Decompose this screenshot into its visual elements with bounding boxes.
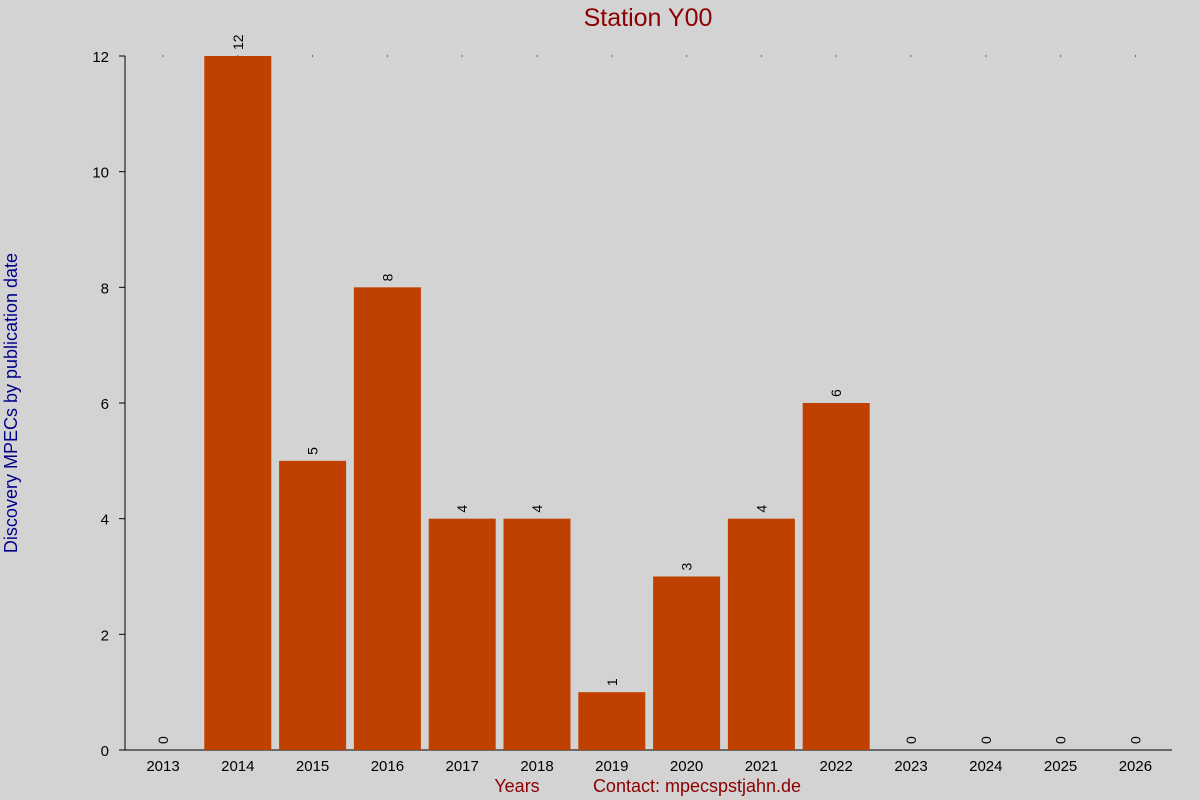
- y-tick-label: 2: [101, 627, 109, 644]
- bar-2019: [578, 692, 646, 750]
- x-tick-label: 2018: [520, 758, 553, 775]
- bar-2020: [653, 576, 721, 750]
- bar-2021: [727, 518, 795, 750]
- bar-2015: [279, 460, 347, 750]
- top-tick-dot: [985, 55, 987, 57]
- y-tick-label: 12: [92, 49, 109, 66]
- top-tick-dot: [835, 55, 837, 57]
- bar-2017: [428, 518, 496, 750]
- top-tick-dot: [386, 55, 388, 57]
- bar-value-label: 6: [828, 389, 844, 397]
- chart-title: Station Y00: [584, 4, 713, 32]
- bar-2014: [204, 56, 272, 750]
- top-tick-dot: [536, 55, 538, 57]
- top-tick-dot: [686, 55, 688, 57]
- bar-value-label: 0: [903, 736, 919, 744]
- bar-value-label: 4: [753, 505, 769, 513]
- y-tick-label: 10: [92, 165, 109, 182]
- bar-value-label: 0: [978, 736, 994, 744]
- top-tick-dot: [312, 55, 314, 57]
- top-tick-dot: [1060, 55, 1062, 57]
- bar-value-label: 3: [679, 563, 695, 571]
- y-tick-label: 6: [101, 396, 109, 413]
- x-axis-label: Years: [494, 776, 539, 796]
- bar-value-label: 4: [454, 505, 470, 513]
- x-tick-label: 2014: [221, 758, 254, 775]
- bar-2018: [503, 518, 571, 750]
- bar-value-label: 0: [1053, 736, 1069, 744]
- x-tick-label: 2026: [1119, 758, 1152, 775]
- top-tick-dot: [1134, 55, 1136, 57]
- x-tick-label: 2024: [969, 758, 1002, 775]
- bar-value-label: 0: [1127, 736, 1143, 744]
- x-tick-label: 2022: [820, 758, 853, 775]
- bar-value-label: 8: [379, 273, 395, 281]
- contact-label: Contact: mpecspstjahn.de: [593, 776, 801, 796]
- top-tick-dot: [611, 55, 613, 57]
- x-tick-label: 2025: [1044, 758, 1077, 775]
- bar-value-label: 0: [155, 736, 171, 744]
- x-tick-label: 2019: [595, 758, 628, 775]
- y-tick-label: 8: [101, 280, 109, 297]
- bar-2016: [353, 287, 421, 750]
- bar-value-label: 4: [529, 505, 545, 513]
- top-tick-dot: [461, 55, 463, 57]
- bar-value-label: 5: [305, 447, 321, 455]
- bar-2022: [802, 403, 870, 750]
- plot-area: 0246810122013020141220155201682017420184…: [92, 34, 1172, 775]
- y-tick-label: 4: [101, 512, 109, 529]
- x-tick-label: 2015: [296, 758, 329, 775]
- x-tick-label: 2023: [894, 758, 927, 775]
- x-tick-label: 2016: [371, 758, 404, 775]
- top-tick-dot: [760, 55, 762, 57]
- top-tick-dot: [910, 55, 912, 57]
- x-tick-label: 2017: [446, 758, 479, 775]
- y-tick-label: 0: [101, 743, 109, 760]
- top-tick-dot: [162, 55, 164, 57]
- x-tick-label: 2021: [745, 758, 778, 775]
- x-tick-label: 2013: [146, 758, 179, 775]
- bar-value-label: 1: [604, 678, 620, 686]
- bar-value-label: 12: [230, 34, 246, 50]
- x-tick-label: 2020: [670, 758, 703, 775]
- y-axis-label: Discovery MPECs by publication date: [1, 253, 21, 553]
